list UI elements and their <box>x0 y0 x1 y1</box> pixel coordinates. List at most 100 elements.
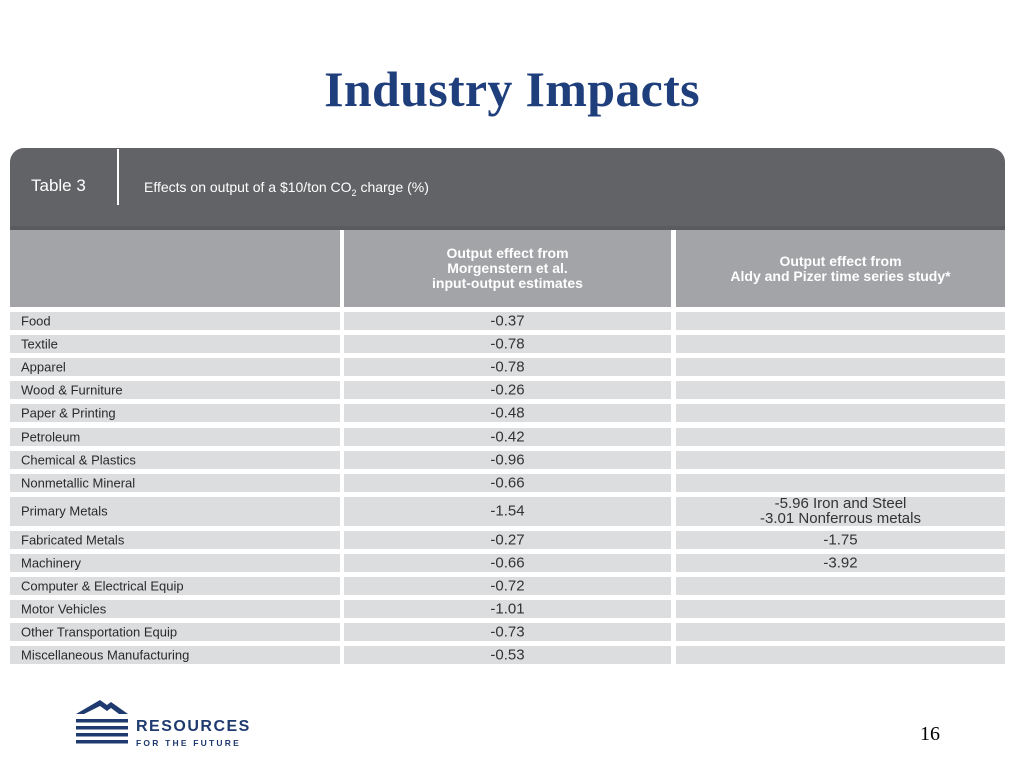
column-header-morgenstern: Output effect from Morgenstern et al. in… <box>344 230 671 307</box>
industry-cell: Primary Metals <box>10 496 340 526</box>
aldy-pizer-cell <box>676 600 1005 619</box>
morgenstern-value: -0.73 <box>490 623 525 641</box>
industry-name: Primary Metals <box>21 503 108 519</box>
aldy-pizer-cell: -5.96 Iron and Steel -3.01 Nonferrous met… <box>676 496 1005 528</box>
column-header-line: input-output estimates <box>432 275 583 291</box>
aldy-pizer-cell <box>676 312 1005 330</box>
logo-text-future: FOR THE FUTURE <box>136 738 241 748</box>
aldy-pizer-cell <box>676 473 1005 492</box>
morgenstern-cell: -0.72 <box>344 577 671 596</box>
column-header-industry <box>10 230 340 307</box>
aldy-pizer-cell <box>676 577 1005 596</box>
industry-name: Paper & Printing <box>21 405 116 421</box>
industry-name: Textile <box>21 336 58 352</box>
table-row: Food -0.37 <box>10 312 1005 330</box>
aldy-pizer-cell: -3.92 <box>676 554 1005 572</box>
industry-cell: Wood & Furniture <box>10 381 340 400</box>
industry-name: Fabricated Metals <box>21 532 125 548</box>
table-row: Apparel -0.78 <box>10 358 1005 377</box>
industry-cell: Miscellaneous Manufacturing <box>10 646 340 665</box>
table-row: Nonmetallic Mineral -0.66 <box>10 473 1005 492</box>
morgenstern-cell: -0.48 <box>344 404 671 423</box>
aldy-pizer-cell <box>676 404 1005 423</box>
industry-name: Wood & Furniture <box>21 382 123 398</box>
morgenstern-cell: -0.66 <box>344 473 671 492</box>
morgenstern-cell: -0.78 <box>344 358 671 377</box>
morgenstern-value: -0.37 <box>490 312 525 330</box>
column-header-line: Output effect from <box>779 252 902 269</box>
morgenstern-value: -0.53 <box>490 646 525 664</box>
industry-name: Motor Vehicles <box>21 601 107 617</box>
aldy-pizer-cell <box>676 335 1005 354</box>
table-row: Primary Metals -1.54 -5.96 Iron and Steel -… <box>10 496 1005 528</box>
industry-cell: Computer & Electrical Equip <box>10 577 340 596</box>
table-row: Chemical & Plastics -0.96 <box>10 450 1005 469</box>
industry-name: Chemical & Plastics <box>21 452 136 468</box>
aldy-pizer-value: -3.92 <box>823 554 858 572</box>
morgenstern-value: -0.78 <box>490 335 525 353</box>
table-row: Fabricated Metals -0.27 -1.75 <box>10 530 1005 549</box>
slide-title: Industry Impacts <box>324 61 700 117</box>
caption-text: Effects on output of a $10/ton CO <box>144 179 352 195</box>
logo-text-resources: RESOURCES <box>136 718 251 735</box>
industry-cell: Chemical & Plastics <box>10 450 340 469</box>
table-row: Paper & Printing -0.48 <box>10 404 1005 423</box>
morgenstern-value: -0.78 <box>490 358 525 376</box>
rff-logo: RESOURCES FOR THE FUTURE <box>76 697 256 749</box>
morgenstern-cell: -0.78 <box>344 335 671 354</box>
effects-table: Table 3 Effects on output of a $10/ton C… <box>10 148 1005 665</box>
morgenstern-cell: -0.37 <box>344 312 671 330</box>
morgenstern-cell: -1.54 <box>344 496 671 526</box>
aldy-pizer-cell <box>676 427 1005 446</box>
industry-cell: Apparel <box>10 358 340 377</box>
morgenstern-value: -0.26 <box>490 381 525 399</box>
table-header-bar: Table 3 Effects on output of a $10/ton C… <box>10 148 1005 230</box>
column-header-line: Morgenstern et al. <box>447 260 568 276</box>
industry-cell: Machinery <box>10 554 340 572</box>
industry-name: Other Transportation Equip <box>21 624 178 640</box>
morgenstern-cell: -0.42 <box>344 427 671 446</box>
column-header-line: Aldy and Pizer time series study* <box>730 267 951 284</box>
morgenstern-cell: -0.66 <box>344 554 671 572</box>
morgenstern-value: -0.66 <box>490 554 525 572</box>
industry-cell: Petroleum <box>10 427 340 446</box>
industry-name: Machinery <box>21 555 81 571</box>
header-divider <box>117 149 119 205</box>
industry-cell: Other Transportation Equip <box>10 623 340 642</box>
morgenstern-cell: -0.27 <box>344 530 671 549</box>
morgenstern-cell: -0.73 <box>344 623 671 642</box>
morgenstern-value: -0.42 <box>490 428 525 445</box>
caption-text-end: charge (%) <box>356 179 429 195</box>
industry-name: Food <box>21 313 51 329</box>
aldy-pizer-cell <box>676 358 1005 377</box>
aldy-pizer-value: -3.01 Nonferrous metals <box>760 510 921 528</box>
aldy-pizer-cell <box>676 450 1005 469</box>
industry-name: Nonmetallic Mineral <box>21 475 136 491</box>
table-row: Wood & Furniture -0.26 <box>10 381 1005 400</box>
industry-name: Computer & Electrical Equip <box>21 578 184 594</box>
column-header-aldy-pizer: Output effect from Aldy and Pizer time s… <box>676 230 1005 307</box>
table-caption: Effects on output of a $10/ton CO2 charg… <box>144 179 429 198</box>
industry-name: Apparel <box>21 359 66 375</box>
morgenstern-cell: -0.96 <box>344 450 671 469</box>
aldy-pizer-value: -1.75 <box>823 531 858 549</box>
industry-cell: Paper & Printing <box>10 404 340 423</box>
aldy-pizer-cell <box>676 381 1005 400</box>
morgenstern-cell: -0.53 <box>344 646 671 665</box>
morgenstern-value: -0.72 <box>490 577 525 595</box>
morgenstern-value: -0.48 <box>490 404 525 422</box>
morgenstern-cell: -0.26 <box>344 381 671 400</box>
aldy-pizer-cell: -1.75 <box>676 530 1005 549</box>
column-header-line: Output effect from <box>446 245 569 261</box>
table-row: Machinery -0.66 -3.92 <box>10 554 1005 572</box>
industry-cell: Textile <box>10 335 340 354</box>
mountain-waves-logo-icon <box>76 700 128 744</box>
industry-name: Petroleum <box>21 429 81 444</box>
industry-cell: Nonmetallic Mineral <box>10 473 340 492</box>
aldy-pizer-cell <box>676 646 1005 665</box>
table-number: Table 3 <box>31 176 86 195</box>
aldy-pizer-cell <box>676 623 1005 642</box>
table-row: Petroleum -0.42 <box>10 427 1005 446</box>
morgenstern-value: -0.27 <box>490 531 525 549</box>
morgenstern-cell: -1.01 <box>344 600 671 619</box>
